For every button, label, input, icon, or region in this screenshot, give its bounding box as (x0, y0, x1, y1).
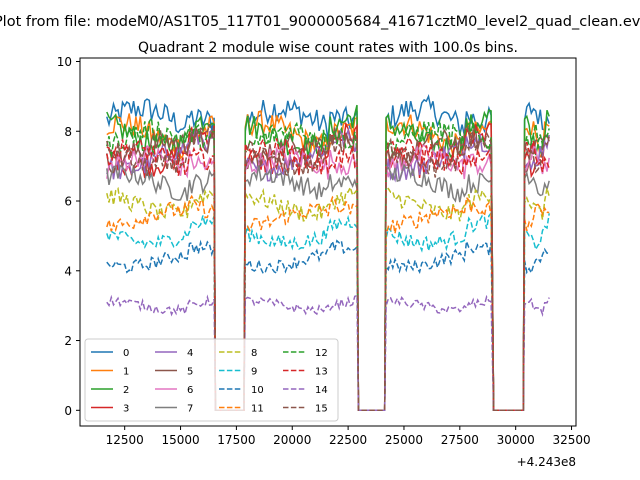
x-tick-label: 25000 (385, 433, 423, 447)
x-tick-label: 27500 (441, 433, 479, 447)
series-line-9 (106, 210, 550, 412)
legend-label-9: 9 (251, 367, 257, 378)
y-tick-label: 10 (57, 55, 72, 69)
x-axis: 12500 15000 17500 20000 22500 25000 27500 30000… (106, 426, 591, 447)
series-line-13 (106, 136, 550, 412)
x-tick-label: 15000 (161, 433, 199, 447)
series-line-10 (106, 239, 550, 412)
x-tick-label: 20000 (273, 433, 311, 447)
series-line-0 (106, 94, 550, 412)
legend-label-10: 10 (251, 385, 264, 396)
legend-label-4: 4 (187, 348, 193, 359)
x-tick-label: 22500 (329, 433, 367, 447)
y-tick-label: 2 (64, 334, 72, 348)
series-line-14 (106, 294, 550, 412)
legend-label-15: 15 (315, 404, 328, 415)
y-tick-label: 0 (64, 404, 72, 418)
legend-label-12: 12 (315, 348, 328, 359)
legend-label-1: 1 (123, 367, 129, 378)
legend-label-6: 6 (187, 385, 193, 396)
series-line-7 (106, 163, 550, 412)
legend-label-11: 11 (251, 404, 264, 415)
x-tick-label: 12500 (106, 433, 144, 447)
figure-suptitle: Plot from file: modeM0/AS1T05_117T01_900… (0, 14, 640, 30)
y-tick-label: 6 (64, 195, 72, 209)
legend-label-3: 3 (123, 404, 129, 415)
legend-label-5: 5 (187, 367, 193, 378)
series-line-15 (106, 123, 550, 412)
legend-label-14: 14 (315, 385, 328, 396)
legend-label-13: 13 (315, 367, 328, 378)
series-layer (106, 94, 550, 412)
x-tick-label: 30000 (497, 433, 535, 447)
legend-label-2: 2 (123, 385, 129, 396)
legend-label-8: 8 (251, 348, 257, 359)
x-offset-label: +4.243e8 (517, 455, 576, 469)
series-line-12 (106, 115, 550, 412)
series-line-3 (106, 121, 550, 412)
x-tick-label: 17500 (217, 433, 255, 447)
series-line-11 (106, 194, 550, 412)
chart-title: Quadrant 2 module wise count rates with … (138, 40, 518, 56)
y-tick-label: 4 (64, 264, 72, 278)
y-tick-label: 8 (64, 125, 72, 139)
plot-frame (79, 57, 577, 427)
legend-label-7: 7 (187, 404, 193, 415)
legend-box (84, 338, 339, 422)
y-axis: 0 2 4 6 8 10 (57, 55, 80, 418)
x-tick-label: 32500 (552, 433, 590, 447)
legend-label-0: 0 (123, 348, 129, 359)
